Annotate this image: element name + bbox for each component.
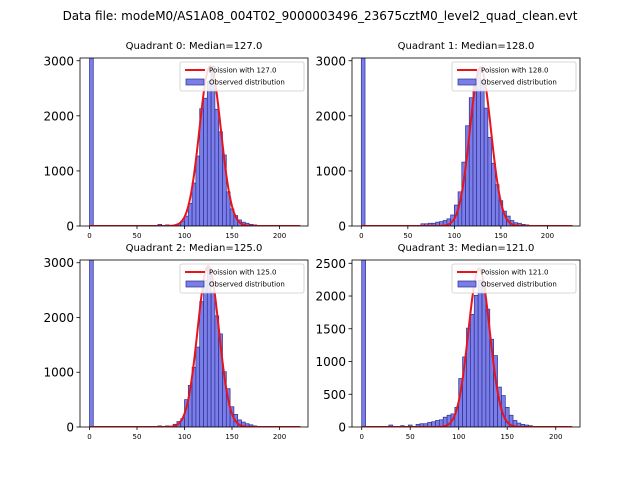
- y-tick-label: 0: [338, 220, 346, 234]
- histogram-bar: [480, 79, 485, 226]
- quadrant-3-plot: 0 500 1000 1500 2000 2500 0 50 100 150 200 Quadrant…: [315, 243, 581, 441]
- legend-curve-label: Poission with 125.0: [209, 269, 277, 277]
- axes-frame: [351, 57, 581, 227]
- histogram-bar: [473, 295, 479, 427]
- axes-frame: [79, 259, 309, 428]
- legend-hist-label: Observed distribution: [481, 281, 557, 289]
- x-tick-label: 100: [452, 433, 465, 441]
- histogram-bar: [360, 58, 366, 226]
- x-tick-label: 200: [273, 232, 286, 240]
- x-tick-label: 50: [133, 433, 142, 441]
- histogram-bar: [491, 162, 496, 226]
- y-tick-label: 2500: [315, 257, 346, 271]
- x-tick-label: 150: [494, 232, 507, 240]
- legend-hist-label: Observed distribution: [209, 79, 285, 87]
- quadrant-1-plot-area: [360, 58, 573, 226]
- y-tick-label: 3000: [43, 256, 74, 270]
- x-tick-label: 0: [87, 433, 91, 441]
- y-tick-label: 2000: [43, 311, 74, 325]
- legend-hist-label: Observed distribution: [209, 281, 285, 289]
- x-tick-label: 100: [178, 232, 191, 240]
- y-tick-label: 2000: [315, 109, 346, 123]
- figure-suptitle: Data file: modeM0/AS1A08_004T02_90000034…: [63, 9, 578, 23]
- y-tick-label: 3000: [315, 54, 346, 68]
- histogram-bar: [203, 97, 208, 226]
- legend-curve-label: Poission with 128.0: [481, 67, 549, 75]
- quadrant-title: Quadrant 2: Median=125.0: [126, 243, 263, 254]
- x-tick-label: 200: [541, 232, 554, 240]
- x-tick-label: 0: [359, 433, 363, 441]
- legend-hist-swatch: [185, 78, 205, 86]
- x-tick-label: 100: [178, 433, 191, 441]
- poisson-curve: [89, 264, 301, 427]
- legend-hist-swatch: [457, 280, 477, 288]
- legend-hist-label: Observed distribution: [481, 79, 557, 87]
- histogram-bar: [483, 107, 489, 226]
- x-tick-label: 150: [225, 433, 238, 441]
- legend-hist-swatch: [185, 280, 205, 288]
- poisson-curve: [361, 267, 573, 427]
- x-tick-label: 150: [225, 232, 238, 240]
- quadrant-title: Quadrant 0: Median=127.0: [126, 41, 263, 52]
- legend-box: [451, 61, 577, 92]
- histogram-bar: [487, 136, 492, 226]
- y-tick-label: 500: [323, 388, 346, 402]
- quadrant-1-plot: 0 1000 2000 3000 0 50 100 150 200 Quadrant 1: Med…: [315, 41, 581, 240]
- quadrant-title: Quadrant 1: Median=128.0: [398, 41, 535, 52]
- x-tick-label: 200: [273, 433, 286, 441]
- histogram-bar: [203, 279, 208, 427]
- histogram-bar: [476, 69, 481, 226]
- histogram-bar: [214, 315, 220, 427]
- legend-curve-label: Poission with 121.0: [481, 269, 549, 277]
- histogram-bar: [206, 81, 212, 226]
- legend-hist-swatch: [457, 78, 477, 86]
- legend-box: [451, 263, 577, 294]
- y-tick-label: 2000: [43, 109, 74, 123]
- x-tick-label: 0: [359, 232, 363, 240]
- histogram-bar: [361, 260, 366, 427]
- axes-frame: [79, 57, 309, 227]
- histogram-bar: [89, 58, 94, 226]
- y-tick-label: 1000: [43, 164, 74, 178]
- x-tick-label: 50: [133, 232, 142, 240]
- x-tick-label: 100: [448, 232, 461, 240]
- histogram-bar: [481, 282, 487, 427]
- legend-curve-label: Poission with 127.0: [209, 67, 277, 75]
- histogram-bar: [199, 301, 204, 427]
- histogram-bar: [210, 291, 216, 427]
- x-tick-label: 0: [87, 232, 91, 240]
- x-tick-label: 50: [406, 433, 415, 441]
- histogram-bar: [214, 108, 220, 226]
- y-tick-label: 3000: [43, 54, 74, 68]
- y-tick-label: 1000: [43, 366, 74, 380]
- x-tick-label: 150: [501, 433, 514, 441]
- quadrant-title: Quadrant 3: Median=121.0: [398, 243, 535, 254]
- histogram-bar: [89, 260, 94, 427]
- y-tick-label: 0: [338, 421, 346, 435]
- histogram-bar: [470, 314, 475, 427]
- y-tick-label: 1000: [315, 355, 346, 369]
- x-tick-label: 200: [549, 433, 562, 441]
- y-tick-label: 1500: [315, 322, 346, 336]
- y-tick-label: 2000: [315, 290, 346, 304]
- legend-box: [179, 263, 305, 294]
- quadrant-2-plot: 0 1000 2000 3000 0 50 100 150 200 Quadrant 2: Med…: [43, 243, 309, 441]
- histogram-bar: [195, 346, 201, 427]
- quadrant-0-plot: 0 1000 2000 3000 0 50 100 150 200 Quadrant 0: Med…: [43, 41, 309, 240]
- poisson-curve: [361, 66, 573, 226]
- y-tick-label: 0: [66, 421, 74, 435]
- y-tick-label: 0: [66, 220, 74, 234]
- y-tick-label: 1000: [315, 164, 346, 178]
- legend-box: [179, 61, 305, 92]
- poisson-curve: [89, 65, 301, 226]
- histogram-bar: [477, 279, 483, 427]
- histogram-bar: [195, 155, 201, 226]
- axes-frame: [351, 259, 581, 428]
- x-tick-label: 50: [403, 232, 412, 240]
